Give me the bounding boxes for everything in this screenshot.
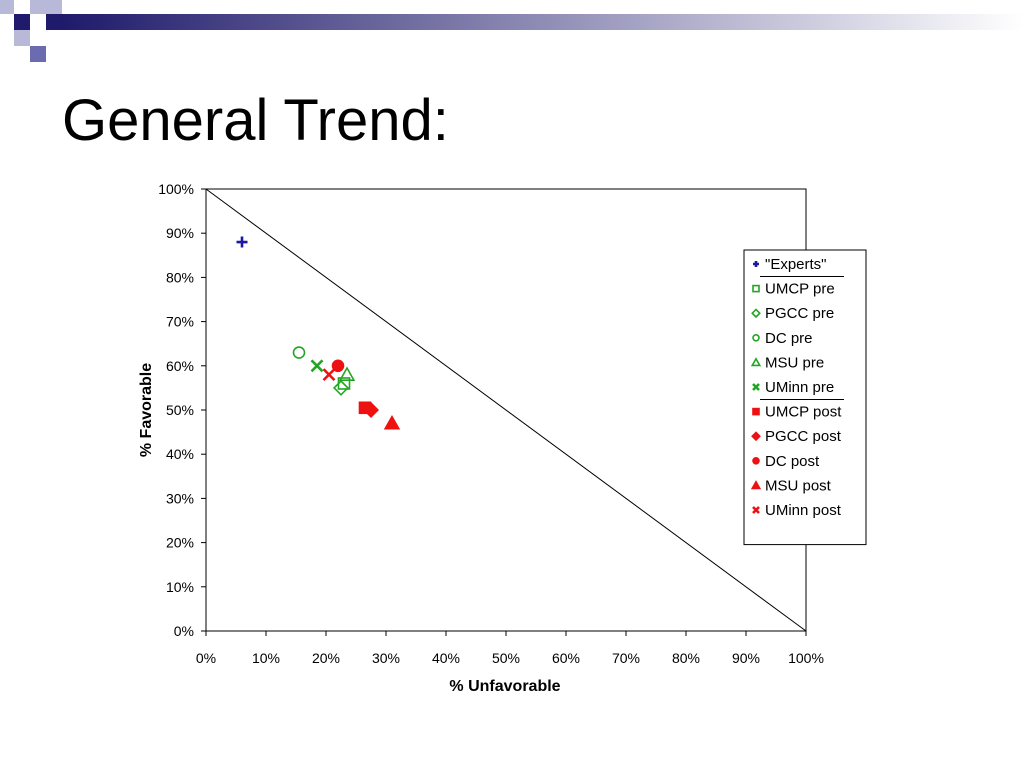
header-square: [14, 14, 30, 30]
data-point-plus: [236, 236, 248, 248]
header-square: [46, 14, 62, 30]
y-tick-label: 100%: [158, 181, 194, 197]
data-point-triangle: [383, 415, 401, 430]
x-axis-title: % Unfavorable: [449, 678, 560, 695]
legend-label: PGCC pre: [765, 305, 834, 322]
x-tick-label: 20%: [312, 650, 340, 666]
legend-marker-triangle: [750, 480, 762, 490]
x-tick-label: 70%: [612, 650, 640, 666]
header-square: [14, 30, 30, 46]
y-tick-label: 90%: [166, 225, 194, 241]
y-tick-label: 10%: [166, 579, 194, 595]
legend-label: "Experts": [765, 256, 827, 273]
x-tick-label: 60%: [552, 650, 580, 666]
legend-marker-square: [752, 284, 760, 293]
y-tick-label: 40%: [166, 446, 194, 462]
header-square: [46, 0, 62, 14]
data-point-diamond: [332, 379, 350, 396]
y-tick-label: 60%: [166, 358, 194, 374]
legend-label: MSU post: [765, 477, 832, 494]
y-tick-label: 30%: [166, 490, 194, 506]
y-tick-label: 0%: [174, 623, 194, 639]
legend-marker-circle: [752, 456, 760, 465]
x-tick-label: 50%: [492, 650, 520, 666]
data-point-circle: [292, 346, 306, 359]
legend-label: UMCP post: [765, 404, 842, 421]
legend-marker-circle: [752, 333, 760, 342]
y-tick-label: 70%: [166, 314, 194, 330]
legend-label: UMCP pre: [765, 281, 835, 298]
y-tick-label: 20%: [166, 535, 194, 551]
legend-box: [743, 249, 867, 546]
x-tick-label: 0%: [196, 650, 216, 666]
x-tick-label: 40%: [432, 650, 460, 666]
data-point-x: [310, 359, 324, 373]
data-point-diamond: [362, 401, 380, 419]
legend-label: UMinn post: [765, 502, 842, 519]
legend-marker-x: [752, 383, 760, 391]
x-tick-label: 100%: [788, 650, 824, 666]
header-square: [30, 46, 46, 62]
y-axis-title: % Favorable: [138, 363, 155, 457]
legend-marker-triangle: [750, 357, 762, 367]
legend-label: UMinn pre: [765, 379, 834, 396]
legend-label: DC pre: [765, 330, 813, 347]
legend-marker-plus: [753, 261, 759, 267]
legend-label: MSU pre: [765, 354, 824, 371]
reference-line: [205, 188, 807, 632]
y-tick-label: 80%: [166, 269, 194, 285]
legend-marker-x: [752, 506, 760, 514]
legend-label: DC post: [765, 453, 820, 470]
y-tick-label: 50%: [166, 402, 194, 418]
data-point-x: [322, 368, 336, 382]
header-decoration: [0, 0, 1024, 62]
header-square: [0, 0, 14, 14]
header-square: [30, 0, 46, 14]
legend-marker-diamond: [751, 431, 761, 442]
data-point-circle: [331, 359, 345, 373]
x-tick-label: 90%: [732, 650, 760, 666]
x-tick-label: 30%: [372, 650, 400, 666]
legend-marker-square: [752, 407, 760, 416]
x-tick-label: 80%: [672, 650, 700, 666]
header-pattern: [0, 0, 1024, 62]
legend-label: PGCC post: [765, 428, 842, 445]
header-gradient-band: [62, 14, 1024, 30]
legend-marker-diamond: [751, 308, 761, 319]
page-title: General Trend:: [62, 88, 449, 153]
x-tick-label: 10%: [252, 650, 280, 666]
data-point-triangle: [338, 366, 356, 381]
